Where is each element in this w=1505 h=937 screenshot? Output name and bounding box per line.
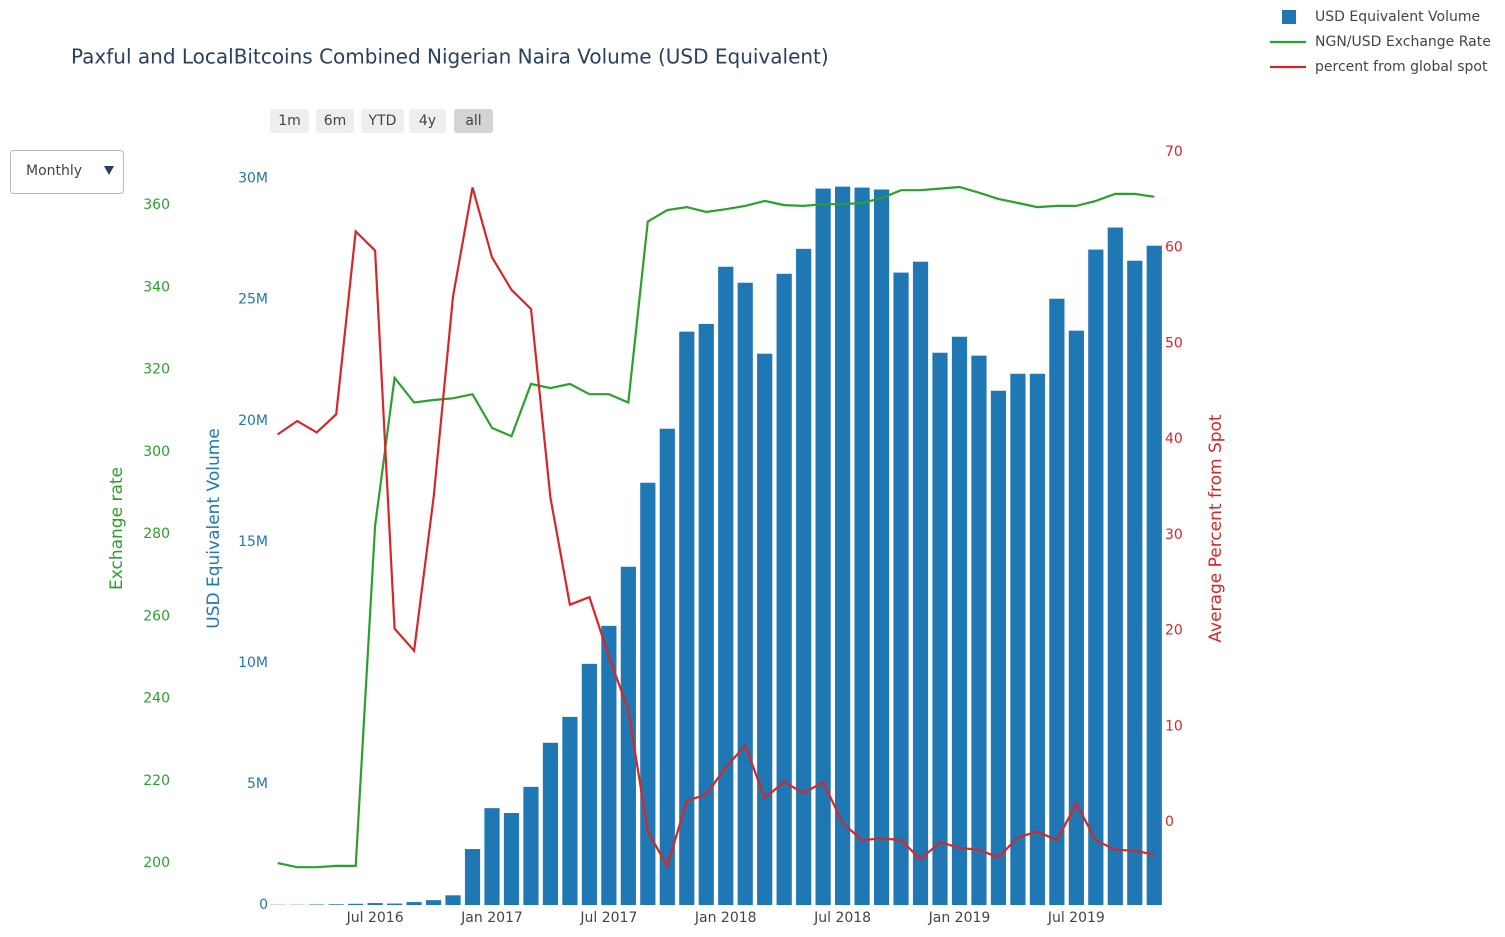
bar	[425, 900, 442, 905]
range-button-label[interactable]: 4y	[419, 113, 436, 129]
y-tick-label: 200	[143, 855, 170, 871]
dropdown[interactable]: Monthly	[10, 150, 124, 194]
range-button-label[interactable]: YTD	[368, 113, 397, 129]
bar	[542, 742, 559, 905]
range-button-label[interactable]: 1m	[278, 113, 301, 129]
bar	[776, 273, 792, 905]
bar	[640, 482, 656, 905]
legend-label: USD Equivalent Volume	[1315, 9, 1480, 25]
bar	[893, 272, 909, 905]
bar	[971, 355, 987, 905]
bar	[387, 903, 403, 905]
range-button[interactable]	[409, 109, 446, 133]
line	[277, 185, 1155, 869]
bar	[1049, 298, 1065, 905]
bar	[562, 716, 578, 905]
bar	[854, 187, 870, 905]
bar	[464, 849, 481, 905]
range-button[interactable]	[270, 109, 309, 133]
range-button[interactable]	[361, 109, 404, 133]
bar	[445, 895, 461, 905]
bar	[1107, 227, 1123, 906]
legend-swatch	[1282, 10, 1296, 24]
x-tick-label: Jul 2016	[346, 910, 404, 926]
x-tick-label: Jul 2019	[1047, 910, 1105, 926]
bar	[1010, 373, 1026, 905]
range-button[interactable]	[316, 109, 354, 133]
bar	[367, 903, 383, 905]
bar	[698, 323, 714, 905]
bar	[328, 904, 344, 905]
range-button[interactable]	[454, 109, 493, 133]
axis-title: USD Equivalent Volume	[204, 428, 224, 629]
y-tick-label: 220	[143, 773, 170, 789]
bar	[679, 331, 695, 905]
line	[277, 187, 1155, 869]
bar	[912, 261, 929, 905]
y-tick-label: 10	[1165, 718, 1183, 734]
x-tick-label: Jan 2019	[928, 910, 991, 926]
y-tick-label: 60	[1165, 240, 1183, 256]
bar	[990, 390, 1007, 905]
x-tick-label: Jan 2017	[460, 910, 523, 926]
bar	[718, 266, 734, 905]
y-tick-label: 340	[143, 279, 170, 295]
legend-label: NGN/USD Exchange Rate	[1315, 34, 1491, 50]
y-tick-label: 25M	[238, 292, 268, 308]
y-tick-label: 260	[143, 608, 170, 624]
bar	[796, 248, 812, 905]
x-tick-label: Jul 2017	[579, 910, 637, 926]
bar	[757, 353, 773, 906]
axis-title: Average Percent from Spot	[1206, 414, 1226, 643]
y-tick-label: 70	[1165, 144, 1183, 160]
bar	[406, 902, 422, 905]
bar	[1146, 245, 1162, 905]
y-tick-label: 240	[143, 691, 170, 707]
y-tick-label: 5M	[247, 776, 268, 792]
dropdown-arrow[interactable]	[104, 166, 114, 175]
bar	[503, 812, 520, 905]
y-tick-label: 320	[143, 362, 170, 378]
bar	[951, 336, 968, 905]
y-tick-label: 0	[259, 897, 268, 913]
y-tick-label: 15M	[238, 534, 268, 550]
bar	[932, 352, 948, 905]
x-tick-label: Jul 2018	[813, 910, 871, 926]
bar	[659, 428, 675, 905]
bar	[601, 625, 617, 905]
y-tick-label: 20M	[238, 413, 268, 429]
y-tick-label: 360	[143, 197, 170, 213]
y-tick-label: 300	[143, 444, 170, 460]
bar	[1127, 260, 1143, 905]
bar	[737, 282, 753, 905]
bar	[1068, 330, 1084, 906]
axis-title: Exchange rate	[107, 467, 127, 590]
bar	[581, 663, 597, 905]
bar	[484, 808, 500, 905]
dropdown-label[interactable]: Monthly	[26, 163, 82, 179]
y-tick-label: 10M	[238, 655, 268, 671]
legend-label: percent from global spot	[1315, 59, 1488, 75]
y-tick-label: 0	[1165, 814, 1174, 830]
bar	[620, 566, 636, 905]
bar	[1029, 373, 1045, 905]
y-tick-label: 30	[1165, 527, 1183, 543]
y-tick-label: 50	[1165, 335, 1183, 351]
bar	[873, 189, 890, 906]
bar	[815, 188, 831, 906]
bar	[348, 903, 364, 905]
range-button-label[interactable]: 6m	[324, 113, 347, 129]
y-tick-label: 280	[143, 526, 170, 542]
bar	[523, 786, 539, 905]
bar	[835, 186, 851, 905]
x-tick-label: Jan 2018	[694, 910, 757, 926]
y-tick-label: 30M	[238, 171, 268, 187]
bar	[1088, 249, 1104, 905]
y-tick-label: 20	[1165, 623, 1183, 639]
y-tick-label: 40	[1165, 431, 1183, 447]
dropdown-box[interactable]	[10, 150, 124, 194]
range-button-label[interactable]: all	[465, 113, 481, 129]
chart-title: Paxful and LocalBitcoins Combined Nigeri…	[71, 45, 829, 69]
